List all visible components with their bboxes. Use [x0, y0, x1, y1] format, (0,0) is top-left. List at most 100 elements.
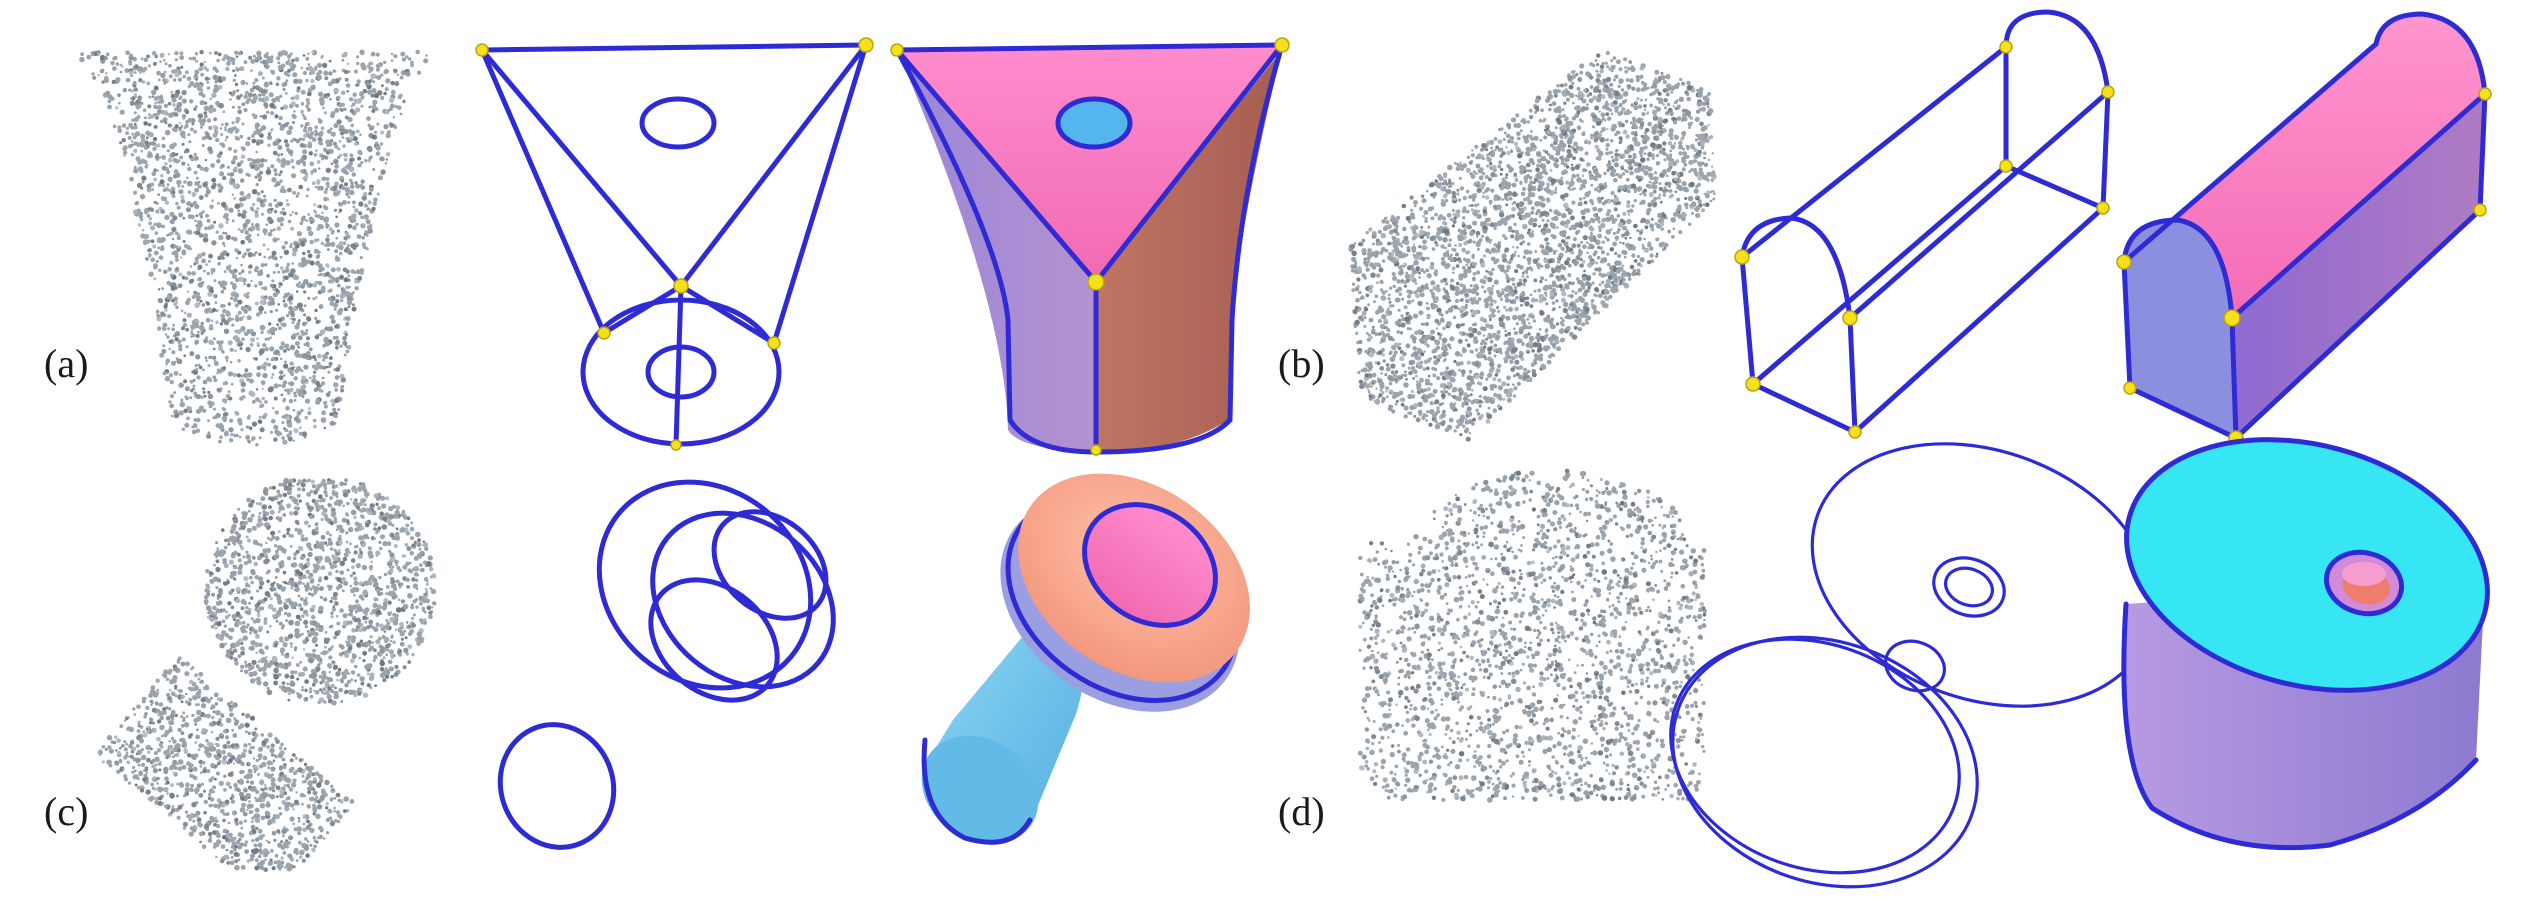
- point-cloud-point: [205, 77, 209, 81]
- point-cloud-point: [288, 62, 293, 67]
- point-cloud-point: [1623, 91, 1629, 97]
- point-cloud-point: [1622, 242, 1625, 245]
- point-cloud-point: [357, 150, 362, 155]
- point-cloud-point: [157, 239, 161, 243]
- point-cloud-point: [104, 56, 107, 59]
- point-cloud-point: [182, 338, 186, 342]
- point-cloud-point: [1556, 84, 1560, 88]
- point-cloud-point: [1504, 132, 1507, 135]
- point-cloud-point: [1564, 83, 1568, 87]
- point-cloud-point: [1631, 87, 1635, 91]
- point-cloud-point: [179, 55, 184, 60]
- point-cloud-point: [1529, 170, 1532, 173]
- point-cloud-point: [208, 260, 211, 263]
- point-cloud-point: [1497, 364, 1501, 368]
- point-cloud-point: [1449, 336, 1454, 341]
- point-cloud-point: [320, 365, 324, 369]
- point-cloud-point: [1445, 183, 1448, 186]
- point-cloud-point: [314, 153, 318, 157]
- point-cloud-point: [1640, 157, 1645, 162]
- point-cloud-point: [306, 195, 309, 198]
- point-cloud-point: [1536, 164, 1540, 168]
- point-cloud-point: [333, 159, 338, 164]
- point-cloud-point: [1526, 343, 1531, 348]
- point-cloud-point: [342, 385, 345, 388]
- point-cloud-point: [1497, 378, 1501, 382]
- point-cloud-point: [205, 134, 210, 139]
- point-cloud-point: [237, 162, 242, 167]
- point-cloud-point: [269, 103, 274, 108]
- point-cloud-point: [303, 290, 306, 293]
- point-cloud-point: [1593, 214, 1596, 217]
- point-cloud-point: [1517, 255, 1520, 258]
- point-cloud-point: [1683, 155, 1687, 159]
- point-cloud-point: [317, 205, 320, 208]
- point-cloud-point: [129, 54, 133, 58]
- point-cloud-point: [1494, 354, 1497, 357]
- point-cloud-point: [1520, 129, 1523, 132]
- point-cloud-point: [280, 223, 284, 227]
- point-cloud-point: [259, 163, 264, 168]
- point-cloud-point: [310, 261, 315, 266]
- point-cloud-point: [1618, 67, 1622, 71]
- point-cloud-point: [1518, 375, 1522, 379]
- point-cloud-point: [190, 324, 195, 329]
- point-cloud-point: [206, 318, 211, 323]
- point-cloud-point: [1381, 296, 1386, 301]
- point-cloud-point: [301, 67, 304, 70]
- point-cloud-point: [1586, 276, 1591, 281]
- point-cloud-point: [309, 161, 314, 166]
- point-cloud-point: [285, 92, 288, 95]
- point-cloud-point: [286, 122, 289, 125]
- point-cloud-point: [249, 379, 254, 384]
- point-cloud-point: [205, 159, 207, 161]
- point-cloud-point: [348, 305, 351, 308]
- point-cloud-point: [1697, 176, 1702, 181]
- point-cloud-point: [317, 354, 322, 359]
- point-cloud-point: [140, 187, 143, 190]
- point-cloud-point: [162, 344, 165, 347]
- point-cloud-point: [337, 229, 340, 232]
- point-cloud-point: [1389, 382, 1393, 386]
- point-cloud-point: [1466, 168, 1471, 173]
- point-cloud-point: [1489, 202, 1492, 205]
- point-cloud-point: [209, 205, 213, 209]
- point-cloud-point: [1668, 154, 1672, 158]
- point-cloud-point: [1596, 73, 1601, 78]
- point-cloud-point: [329, 356, 333, 360]
- point-cloud-point: [1605, 62, 1608, 65]
- point-cloud-point: [1699, 122, 1704, 127]
- point-cloud-point: [408, 57, 411, 60]
- point-cloud-point: [209, 105, 214, 110]
- point-cloud-point: [1461, 323, 1464, 326]
- point-cloud-point: [349, 158, 352, 161]
- point-cloud-point: [1485, 189, 1488, 192]
- point-cloud-point: [1518, 161, 1521, 164]
- point-cloud-point: [1456, 189, 1459, 192]
- point-cloud-point: [343, 153, 348, 158]
- point-cloud-point: [1614, 153, 1618, 157]
- point-cloud-point: [1637, 269, 1641, 273]
- point-cloud-point: [306, 336, 310, 340]
- point-cloud-point: [1535, 167, 1540, 172]
- point-cloud-point: [1505, 204, 1508, 207]
- point-cloud-point: [303, 128, 307, 132]
- point-cloud-point: [305, 399, 310, 404]
- point-cloud-point: [356, 55, 359, 58]
- point-cloud-point: [344, 158, 348, 162]
- point-cloud-point: [283, 300, 286, 303]
- point-cloud-point: [277, 145, 282, 150]
- point-cloud-point: [324, 427, 327, 430]
- point-cloud-point: [345, 78, 349, 82]
- point-cloud-point: [168, 400, 172, 404]
- point-cloud-point: [300, 369, 303, 372]
- point-cloud-point: [258, 306, 264, 312]
- point-cloud-point: [1601, 281, 1604, 284]
- point-cloud-point: [259, 436, 262, 439]
- point-cloud-point: [281, 50, 286, 55]
- point-cloud-point: [1427, 257, 1430, 260]
- point-cloud-point: [211, 185, 216, 190]
- point-cloud-point: [336, 294, 339, 297]
- point-cloud-point: [1659, 187, 1663, 191]
- point-cloud-point: [1493, 398, 1496, 401]
